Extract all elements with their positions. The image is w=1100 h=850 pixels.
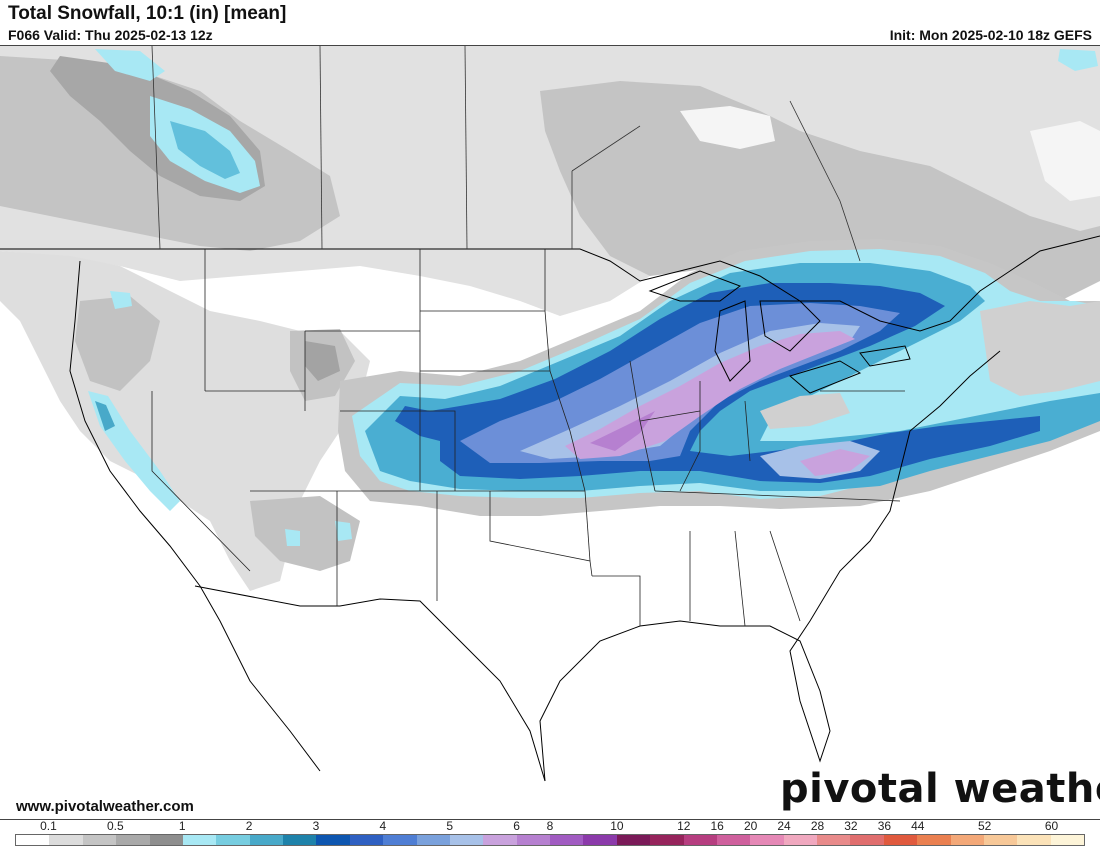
legend-swatch	[1050, 835, 1084, 845]
legend-label: 36	[877, 819, 892, 833]
snow-contour-light	[250, 496, 360, 571]
model-init-time: Init: Mon 2025-02-10 18z GEFS	[889, 27, 1092, 43]
legend-swatch	[683, 835, 717, 845]
legend-label: 0.5	[106, 819, 124, 833]
legend-swatch	[49, 835, 83, 845]
legend-labels: 0.1 0.5 1 2 3 4 5 6 8 10 12 16 20 24 28 32 36 44 52 60	[15, 819, 1085, 833]
legend-swatch	[283, 835, 317, 845]
legend-swatch	[383, 835, 417, 845]
snow-contour-teal	[95, 401, 115, 431]
legend-label: 52	[978, 819, 992, 833]
map-boundaries	[0, 46, 1100, 782]
legend-swatch	[149, 835, 183, 845]
legend-swatch	[16, 835, 50, 845]
legend-swatch	[449, 835, 484, 845]
snow-contour-lavender	[800, 449, 870, 476]
western-snow-shading	[0, 251, 370, 591]
map-title: Total Snowfall, 10:1 (in) [mean]	[8, 3, 287, 24]
legend-swatch	[950, 835, 984, 845]
legend-label: 28	[810, 819, 825, 833]
legend-label: 3	[312, 819, 320, 833]
legend-swatch	[516, 835, 550, 845]
legend-swatch	[483, 835, 517, 845]
legend-label: 16	[710, 819, 724, 833]
legend-swatch	[316, 835, 350, 845]
snow-contour-cyan	[285, 529, 300, 546]
gulf-coast	[539, 350, 1001, 782]
legend-label: 24	[777, 819, 791, 833]
legend-label: 4	[379, 819, 387, 833]
us-canada-border	[0, 235, 1100, 332]
legend-swatch	[850, 835, 884, 845]
snowfall-map[interactable]	[0, 45, 1100, 820]
legend-swatch	[216, 835, 250, 845]
us-mexico-border	[194, 585, 546, 782]
legend-label: 44	[911, 819, 925, 833]
legend-label: 5	[446, 819, 454, 833]
website-url[interactable]: www.pivotalweather.com	[16, 798, 194, 815]
snow-contour-light	[75, 296, 160, 391]
color-legend: 0.1 0.5 1 2 3 4 5 6 8 10 12 16 20 24 28 32 36 44 52 60	[15, 818, 1085, 850]
legend-swatch	[817, 835, 851, 845]
brand-logo: pivotal weather	[780, 766, 1100, 812]
canada-province-lines	[151, 46, 861, 262]
snow-contour-cyan	[335, 521, 352, 541]
snow-contour-white	[1030, 121, 1100, 201]
snow-contour-cyan	[110, 291, 132, 309]
legend-label: 2	[245, 819, 253, 833]
snowfall-map-canvas	[0, 46, 1100, 782]
snow-contour-cyan	[95, 49, 165, 81]
legend-swatch	[917, 835, 951, 845]
legend-swatch	[116, 835, 150, 845]
legend-label: 1	[178, 819, 186, 833]
legend-swatch	[550, 835, 584, 845]
legend-swatch	[883, 835, 918, 845]
legend-swatch	[349, 835, 384, 845]
legend-label: 10	[610, 819, 624, 833]
legend-label: 6	[513, 819, 520, 833]
legend-color-bar	[15, 834, 1085, 846]
legend-swatch	[616, 835, 651, 845]
legend-label: 12	[677, 819, 691, 833]
legend-label: 20	[743, 819, 758, 833]
legend-swatch	[82, 835, 117, 845]
legend-swatch	[249, 835, 283, 845]
legend-label: 32	[844, 819, 858, 833]
legend-swatch	[750, 835, 784, 845]
forecast-valid-time: F066 Valid: Thu 2025-02-13 12z	[8, 27, 213, 43]
main-snow-band	[338, 239, 1100, 516]
west-coast	[69, 260, 321, 772]
legend-swatch	[983, 835, 1018, 845]
snow-contour-gray	[980, 301, 1100, 396]
great-lakes	[648, 270, 911, 394]
legend-swatch	[416, 835, 450, 845]
legend-swatch	[650, 835, 684, 845]
legend-swatch	[783, 835, 817, 845]
legend-swatch	[716, 835, 751, 845]
snow-contour-white	[680, 106, 775, 149]
snow-contour-violet	[590, 411, 655, 451]
legend-swatch	[1017, 835, 1051, 845]
legend-label: 8	[546, 819, 554, 833]
legend-label: 60	[1044, 819, 1059, 833]
snow-contour-gray	[760, 393, 850, 429]
snow-contour-cyan	[1058, 49, 1098, 71]
snow-contour-moderate	[305, 341, 340, 381]
state-lines	[151, 249, 905, 627]
snow-contour-teal	[170, 121, 240, 179]
legend-label: 0.1	[40, 819, 57, 833]
legend-swatch	[583, 835, 617, 845]
legend-swatch	[182, 835, 217, 845]
